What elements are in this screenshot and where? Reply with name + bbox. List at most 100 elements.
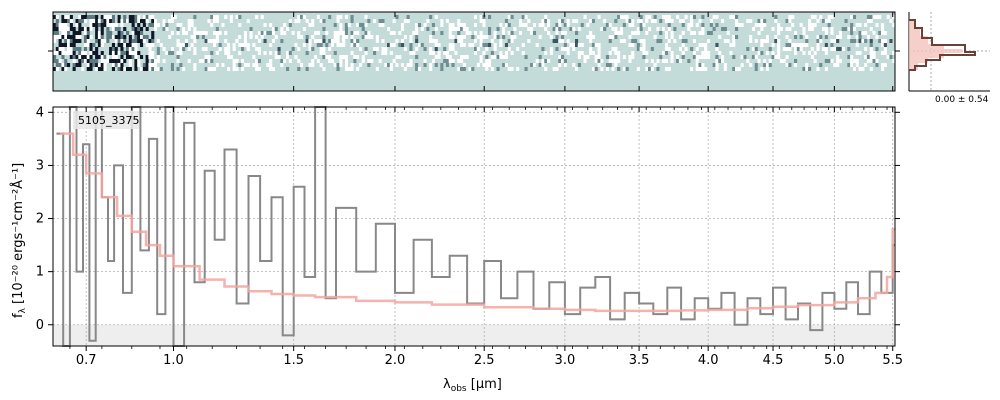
strip-pixel <box>881 31 885 35</box>
strip-pixel <box>760 43 764 47</box>
strip-pixel <box>336 31 340 35</box>
strip-pixel <box>451 63 455 67</box>
strip-pixel <box>429 67 433 71</box>
strip-pixel <box>552 27 556 31</box>
strip-pixel <box>415 27 419 31</box>
strip-pixel <box>401 63 405 67</box>
strip-pixel <box>353 59 357 63</box>
strip-pixel <box>423 47 427 51</box>
strip-pixel <box>625 15 629 19</box>
strip-pixel <box>707 55 711 59</box>
strip-pixel <box>353 39 357 43</box>
strip-pixel <box>364 15 368 19</box>
strip-pixel <box>802 51 806 55</box>
strip-pixel <box>664 67 669 71</box>
strip-pixel <box>690 31 694 35</box>
strip-pixel <box>544 51 548 55</box>
strip-pixel <box>111 15 116 19</box>
strip-pixel <box>577 27 581 31</box>
strip-pixel <box>86 35 90 39</box>
strip-pixel <box>131 31 135 35</box>
series-layer <box>56 106 895 347</box>
strip-pixel <box>53 15 57 19</box>
strip-pixel <box>350 35 354 39</box>
strip-pixel <box>142 63 146 67</box>
strip-pixel <box>297 31 301 35</box>
strip-pixel <box>516 67 520 71</box>
strip-pixel <box>344 67 349 71</box>
strip-pixel <box>875 23 879 27</box>
strip-pixel <box>249 27 253 31</box>
strip-pixel <box>297 15 301 19</box>
strip-pixel <box>878 15 882 19</box>
strip-pixel <box>128 63 132 67</box>
strip-pixel <box>117 51 121 55</box>
strip-pixel <box>883 31 887 35</box>
strip-pixel <box>235 39 239 43</box>
strip-pixel <box>816 43 820 47</box>
strip-pixel <box>100 35 104 39</box>
strip-pixel <box>591 19 596 23</box>
strip-pixel <box>198 31 203 35</box>
strip-pixel <box>836 39 840 43</box>
strip-pixel <box>631 19 635 23</box>
strip-pixel <box>123 67 127 71</box>
strip-pixel <box>510 15 514 19</box>
strip-pixel <box>305 67 309 71</box>
strip-pixel <box>53 59 57 63</box>
strip-pixel <box>771 55 775 59</box>
strip-pixel <box>201 31 205 35</box>
strip-pixel <box>597 63 601 67</box>
strip-pixel <box>176 43 180 47</box>
strip-pixel <box>280 31 284 35</box>
strip-pixel <box>221 23 225 27</box>
strip-pixel <box>53 35 57 39</box>
strip-pixel <box>802 27 806 31</box>
strip-pixel <box>319 43 323 47</box>
strip-pixel <box>872 55 876 59</box>
strip-pixel <box>58 63 62 67</box>
strip-pixel <box>476 63 480 67</box>
strip-pixel <box>850 27 854 31</box>
strip-pixel <box>193 51 197 55</box>
strip-pixel <box>636 27 640 31</box>
strip-pixel <box>137 51 141 55</box>
strip-pixel <box>204 59 208 63</box>
strip-pixel <box>659 55 663 59</box>
strip-pixel <box>524 67 528 71</box>
strip-pixel <box>72 39 76 43</box>
strip-pixel <box>154 27 158 31</box>
strip-pixel <box>614 63 618 67</box>
strip-pixel <box>339 27 343 31</box>
strip-pixel <box>726 31 730 35</box>
strip-pixel <box>215 31 219 35</box>
strip-pixel <box>263 51 267 55</box>
strip-pixel <box>460 59 464 63</box>
strip-pixel <box>847 35 851 39</box>
strip-pixel <box>204 55 208 59</box>
strip-pixel <box>103 23 107 27</box>
strip-pixel <box>678 35 683 39</box>
strip-pixel <box>429 63 433 67</box>
strip-pixel <box>134 55 138 59</box>
strip-pixel <box>64 35 68 39</box>
strip-pixel <box>642 39 646 43</box>
strip-pixel <box>75 19 79 23</box>
strip-pixel <box>83 15 88 19</box>
strip-pixel <box>246 47 250 51</box>
strip-pixel <box>757 31 761 35</box>
strip-pixel <box>319 47 323 51</box>
strip-pixel <box>881 39 885 43</box>
strip-pixel <box>479 31 483 35</box>
strip-pixel <box>86 59 90 63</box>
strip-pixel <box>114 63 118 67</box>
strip-pixel <box>808 27 812 31</box>
strip-pixel <box>841 27 845 31</box>
strip-pixel <box>409 63 413 67</box>
strip-pixel <box>462 63 466 67</box>
strip-pixel <box>145 27 149 31</box>
strip-pixel <box>664 43 669 47</box>
strip-pixel <box>190 43 194 47</box>
strip-pixel <box>106 19 110 23</box>
strip-pixel <box>754 39 758 43</box>
